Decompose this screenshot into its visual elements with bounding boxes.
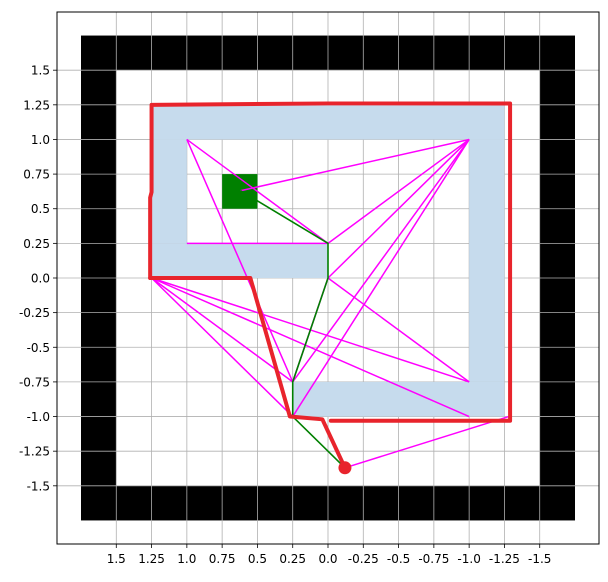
obstacle-block xyxy=(151,139,187,244)
roadmap-edge xyxy=(151,277,294,383)
goal-region xyxy=(222,174,258,209)
goal-layer xyxy=(222,174,258,209)
roadmap-edge xyxy=(327,138,470,279)
x-tick-label: -0.25 xyxy=(348,552,379,566)
obstacle-layer xyxy=(151,104,505,417)
obstacle-block xyxy=(292,381,505,417)
x-tick-label: 0.75 xyxy=(209,552,236,566)
robot-path-line xyxy=(148,101,513,423)
x-tick-label: -0.5 xyxy=(387,552,410,566)
roadmap-edge xyxy=(186,139,294,383)
y-tick-label: -0.25 xyxy=(19,306,50,320)
y-tick-label: -1.5 xyxy=(27,479,50,493)
shortest-path-line xyxy=(240,190,346,469)
roadmap-edge xyxy=(151,277,470,418)
roadmap-edge xyxy=(292,139,470,417)
x-tick-label: 0.0 xyxy=(318,552,337,566)
x-tick-label: -1.5 xyxy=(528,552,551,566)
y-tick-label: -1.0 xyxy=(27,410,50,424)
x-tick-label: 0.25 xyxy=(279,552,306,566)
x-tick-label: -1.0 xyxy=(457,552,480,566)
roadmap-edge xyxy=(292,139,470,383)
y-tick-label: 0.0 xyxy=(31,272,50,286)
roadmap-edge xyxy=(151,277,294,418)
roadmap-layer xyxy=(151,138,509,469)
y-tick-label: -1.25 xyxy=(19,445,50,459)
x-tick-label: 1.25 xyxy=(138,552,165,566)
y-tick-label: 1.25 xyxy=(23,98,50,112)
y-tick-label: -0.5 xyxy=(27,341,50,355)
roadmap-edge xyxy=(327,138,470,244)
obstacle-block xyxy=(469,139,505,382)
x-tick-label: -1.25 xyxy=(489,552,520,566)
roadmap-edge xyxy=(327,277,470,383)
y-tick-label: 1.5 xyxy=(31,64,50,78)
y-tick-label: 1.0 xyxy=(31,133,50,147)
y-tick-label: 0.75 xyxy=(23,168,50,182)
start-layer xyxy=(338,461,352,475)
y-tick-label: 0.25 xyxy=(23,237,50,251)
shortest-path-layer xyxy=(240,190,346,469)
x-tick-label: 0.5 xyxy=(248,552,267,566)
robot-path-line xyxy=(148,276,347,470)
roadmap-edge xyxy=(186,138,329,244)
y-tick-label: -0.75 xyxy=(19,375,50,389)
x-tick-label: -0.75 xyxy=(418,552,449,566)
x-tick-label: 1.5 xyxy=(107,552,126,566)
start-marker xyxy=(338,461,352,475)
obstacle-block xyxy=(151,104,505,140)
robot-path-layer xyxy=(148,101,513,470)
tick-layer: 1.5 1.25 1.0 0.75 0.5 0.25 0.0 -0.25 -0.5 -0.75 -1… xyxy=(19,64,551,566)
y-tick-label: 0.5 xyxy=(31,202,50,216)
x-tick-label: 1.0 xyxy=(177,552,196,566)
roadmap-edge xyxy=(344,415,509,469)
roadmap-edge xyxy=(240,138,470,192)
